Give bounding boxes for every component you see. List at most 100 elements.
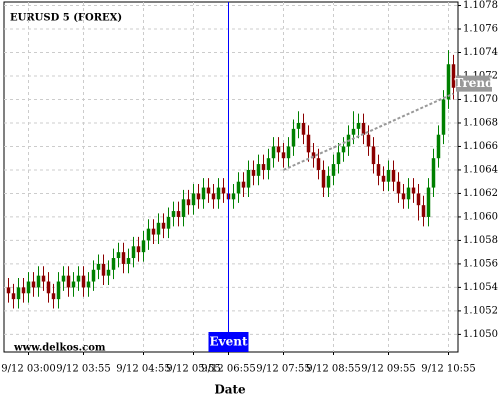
candle-body [191, 193, 196, 206]
y-tick-label: 1.1064 [463, 164, 498, 175]
candle-body [406, 187, 411, 200]
y-tick-label: 1.1060 [463, 211, 498, 222]
candle-body [426, 187, 431, 217]
candle-body [256, 164, 261, 176]
candle-body [351, 128, 356, 135]
candle-body [341, 146, 346, 153]
y-tick-label: 1.1070 [463, 94, 498, 105]
candle-body [66, 275, 71, 288]
candle-body [16, 287, 21, 300]
candle-body [301, 122, 306, 135]
candle-body [176, 211, 181, 217]
trend-label: Trend [454, 76, 494, 90]
candle-body [356, 122, 361, 129]
candle-body [76, 275, 81, 282]
candle-body [216, 187, 221, 200]
candle-body [311, 152, 316, 159]
y-tick-label: 1.1050 [463, 329, 498, 340]
candle-body [31, 281, 36, 288]
candle-body [396, 181, 401, 194]
candle-body [221, 187, 226, 194]
y-tick-label: 1.1074 [463, 47, 498, 58]
y-tick-label: 1.1066 [463, 141, 498, 152]
candle-body [126, 258, 131, 264]
candle-body [361, 122, 366, 135]
x-tick-label: 9/12 06:55 [201, 364, 255, 375]
candle-body [36, 275, 41, 288]
trend-line [283, 92, 454, 171]
candle-body [431, 158, 436, 188]
candle-body [91, 269, 96, 282]
candle-body [186, 199, 191, 206]
candle-body [111, 258, 116, 270]
candle-body [401, 193, 406, 200]
x-tick-label: 9/12 03:00 [1, 364, 55, 375]
candle-body [161, 222, 166, 229]
y-tick-label: 1.1052 [463, 305, 498, 316]
candle-body [261, 164, 266, 170]
y-tick-label: 1.1056 [463, 258, 498, 269]
x-tick-label: 9/12 10:55 [421, 364, 475, 375]
candle-body [6, 287, 11, 294]
candle-body [266, 158, 271, 170]
candle-body [166, 216, 171, 229]
candle-body [336, 152, 341, 165]
candle-body [321, 169, 326, 188]
candle-body [371, 146, 376, 165]
candle-body [331, 164, 336, 176]
candle-body [296, 122, 301, 129]
candle-body [206, 187, 211, 194]
x-axis-title: Date [214, 383, 246, 397]
candle-body [131, 246, 136, 259]
candle-body [391, 169, 396, 182]
x-tick-label: 9/12 04:55 [116, 364, 170, 375]
candle-body [251, 169, 256, 176]
candle-body [211, 193, 216, 200]
candle-body [181, 199, 186, 217]
candle-body [116, 252, 121, 259]
candle-body [281, 152, 286, 159]
candle-body [326, 175, 331, 188]
candle-body [56, 281, 61, 300]
candle-body [156, 222, 161, 235]
y-tick-label: 1.1068 [463, 117, 498, 128]
candle-body [146, 228, 151, 241]
candle-body [236, 181, 241, 194]
candle-body [46, 281, 51, 294]
candle-body [26, 281, 31, 294]
candle-body [71, 281, 76, 288]
y-tick-label: 1.1058 [463, 235, 498, 246]
candle-body [86, 281, 91, 288]
candle-body [306, 134, 311, 153]
event-label-box [208, 332, 249, 352]
chart-title: EURUSD 5 (FOREX) [10, 13, 122, 24]
candle-body [136, 246, 141, 253]
candle-body [81, 275, 86, 288]
candle-body [381, 175, 386, 182]
x-tick-label: 9/12 08:55 [306, 364, 360, 375]
candle-body [446, 64, 451, 100]
candle-body [246, 169, 251, 188]
candle-body [451, 64, 456, 88]
x-tick-label: 9/12 07:55 [256, 364, 310, 375]
candle-body [51, 293, 56, 300]
candle-body [106, 269, 111, 276]
y-tick-label: 1.1078 [463, 0, 498, 11]
watermark: www.delkos.com [13, 343, 106, 354]
candle-body [421, 205, 426, 217]
candle-body [441, 99, 446, 135]
candle-body [271, 146, 276, 159]
candle-body [121, 252, 126, 264]
x-tick-label: 9/12 03:55 [56, 364, 110, 375]
candle-body [151, 228, 156, 235]
candle-body [61, 275, 66, 282]
x-tick-label: 9/12 05:55 [166, 364, 220, 375]
candle-body [276, 146, 281, 153]
candle-body [416, 193, 421, 206]
candle-body [11, 293, 16, 300]
candle-body [411, 187, 416, 194]
candle-body [231, 193, 236, 200]
candle-body [141, 240, 146, 253]
candle-body [376, 164, 381, 176]
